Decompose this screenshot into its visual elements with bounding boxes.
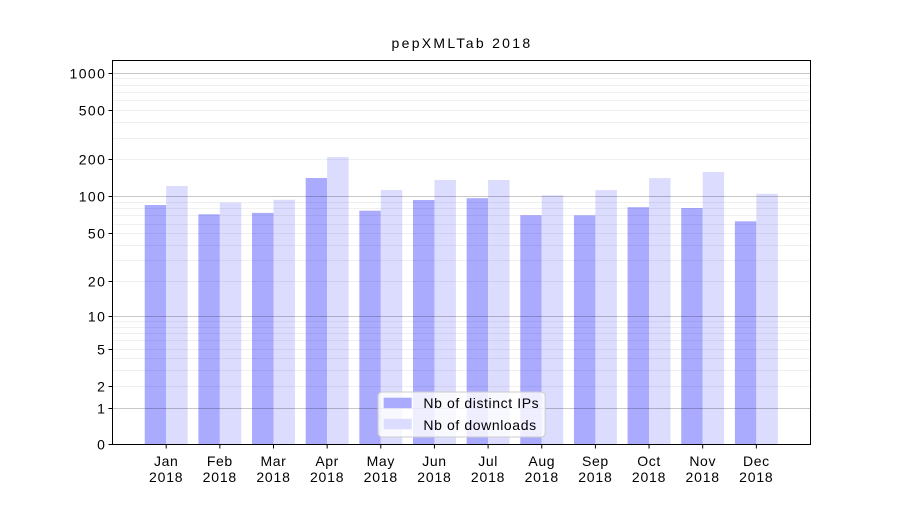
svg-text:200: 200	[79, 151, 107, 167]
svg-text:2018: 2018	[417, 469, 451, 485]
svg-text:10: 10	[88, 308, 106, 324]
svg-text:500: 500	[79, 102, 107, 118]
svg-text:Nb of distinct IPs: Nb of distinct IPs	[423, 395, 539, 411]
svg-text:pepXMLTab 2018: pepXMLTab 2018	[392, 35, 533, 51]
svg-text:2018: 2018	[256, 469, 290, 485]
svg-text:Jan: Jan	[154, 453, 178, 469]
svg-text:Nov: Nov	[689, 453, 716, 469]
svg-text:0: 0	[97, 436, 106, 452]
svg-text:Sep: Sep	[582, 453, 609, 469]
svg-text:Jun: Jun	[422, 453, 446, 469]
svg-text:5: 5	[97, 341, 106, 357]
svg-text:2018: 2018	[149, 469, 183, 485]
svg-text:2018: 2018	[525, 469, 559, 485]
svg-text:2018: 2018	[686, 469, 720, 485]
svg-text:2018: 2018	[471, 469, 505, 485]
svg-text:Apr: Apr	[315, 453, 339, 469]
svg-text:1000: 1000	[70, 65, 107, 81]
svg-text:2018: 2018	[203, 469, 237, 485]
svg-text:Nb of downloads: Nb of downloads	[423, 417, 536, 433]
svg-text:1: 1	[97, 400, 106, 416]
svg-text:20: 20	[88, 273, 106, 289]
svg-text:Mar: Mar	[261, 453, 287, 469]
svg-text:Dec: Dec	[743, 453, 770, 469]
svg-text:2018: 2018	[310, 469, 344, 485]
svg-text:Feb: Feb	[207, 453, 233, 469]
svg-text:2018: 2018	[632, 469, 666, 485]
svg-text:50: 50	[88, 225, 106, 241]
svg-text:100: 100	[79, 188, 107, 204]
svg-text:2018: 2018	[739, 469, 773, 485]
svg-text:2018: 2018	[578, 469, 612, 485]
svg-text:2: 2	[97, 378, 106, 394]
svg-text:Aug: Aug	[528, 453, 555, 469]
svg-text:Oct: Oct	[637, 453, 661, 469]
svg-text:Jul: Jul	[478, 453, 498, 469]
svg-text:2018: 2018	[364, 469, 398, 485]
svg-text:May: May	[367, 453, 395, 469]
